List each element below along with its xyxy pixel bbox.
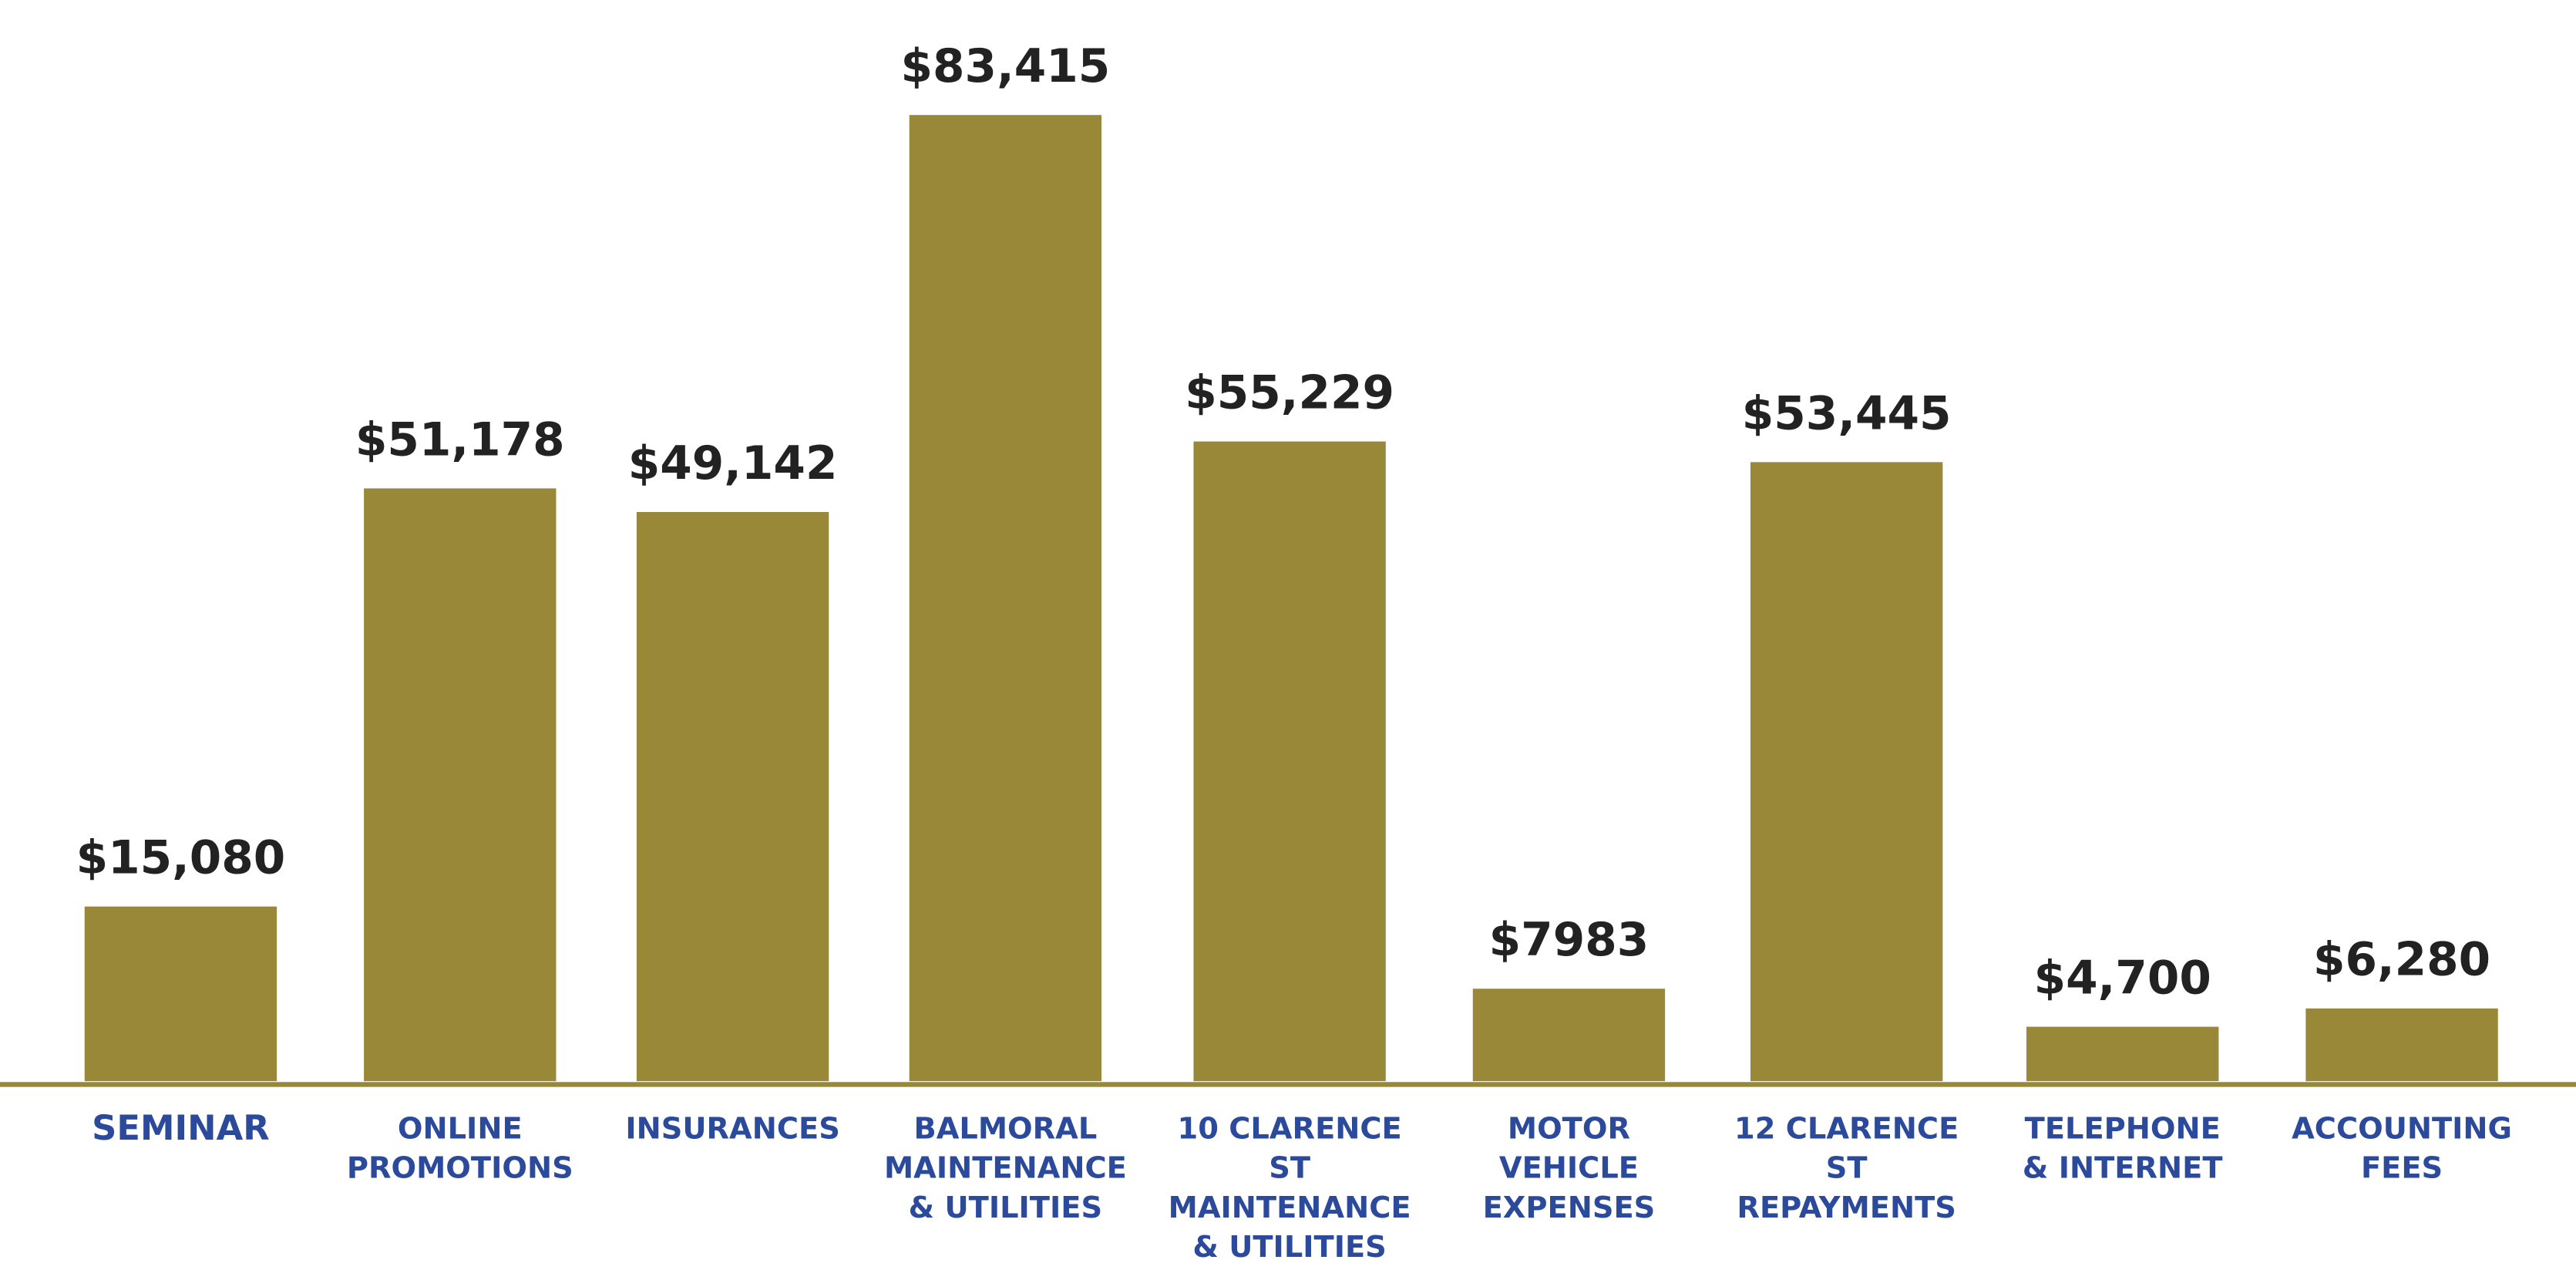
x-tick-label: SEMINAR	[92, 1107, 270, 1148]
value-label: $55,229	[1185, 366, 1394, 419]
bar	[909, 115, 1102, 1082]
bar	[2305, 1008, 2498, 1082]
x-tick-label: 12 CLARENCE	[1734, 1112, 1959, 1147]
x-tick-label: VEHICLE	[1499, 1151, 1639, 1186]
value-label: $7983	[1489, 914, 1650, 967]
x-tick-label: ST	[1269, 1151, 1310, 1186]
x-tick-label: & INTERNET	[2023, 1151, 2223, 1186]
x-tick-label: FEES	[2361, 1151, 2443, 1186]
value-label: $4,700	[2034, 952, 2211, 1005]
x-tick-label: MAINTENANCE	[1169, 1191, 1411, 1225]
x-tick-label: MOTOR	[1508, 1112, 1630, 1147]
value-label: $6,280	[2313, 934, 2490, 987]
bar	[636, 511, 829, 1082]
bar	[84, 906, 277, 1082]
x-tick-label: 10 CLARENCE	[1178, 1112, 1402, 1147]
x-tick-label: PROMOTIONS	[347, 1151, 573, 1186]
value-label: $51,178	[355, 413, 565, 467]
value-label: $15,080	[76, 832, 286, 885]
x-tick-label: BALMORAL	[913, 1112, 1097, 1147]
bar	[2026, 1026, 2219, 1082]
x-tick-label: REPAYMENTS	[1737, 1191, 1956, 1225]
bar	[364, 488, 557, 1082]
x-tick-label: & UTILITIES	[909, 1191, 1102, 1225]
value-label: $53,445	[1742, 387, 1952, 440]
x-tick-label: TELEPHONE	[2025, 1112, 2221, 1147]
x-tick-label: ST	[1826, 1151, 1868, 1186]
x-tick-label: MAINTENANCE	[884, 1151, 1127, 1186]
x-tick-label: & UTILITIES	[1192, 1230, 1386, 1265]
bar	[1472, 989, 1666, 1082]
x-tick-label: ONLINE	[398, 1112, 523, 1147]
bar	[1750, 462, 1943, 1082]
x-tick-label: INSURANCES	[625, 1112, 839, 1147]
x-tick-label: ACCOUNTING	[2292, 1112, 2512, 1147]
value-label: $83,415	[901, 40, 1111, 93]
bar	[1193, 441, 1386, 1082]
x-tick-label: EXPENSES	[1483, 1191, 1656, 1225]
value-label: $49,142	[628, 437, 838, 490]
